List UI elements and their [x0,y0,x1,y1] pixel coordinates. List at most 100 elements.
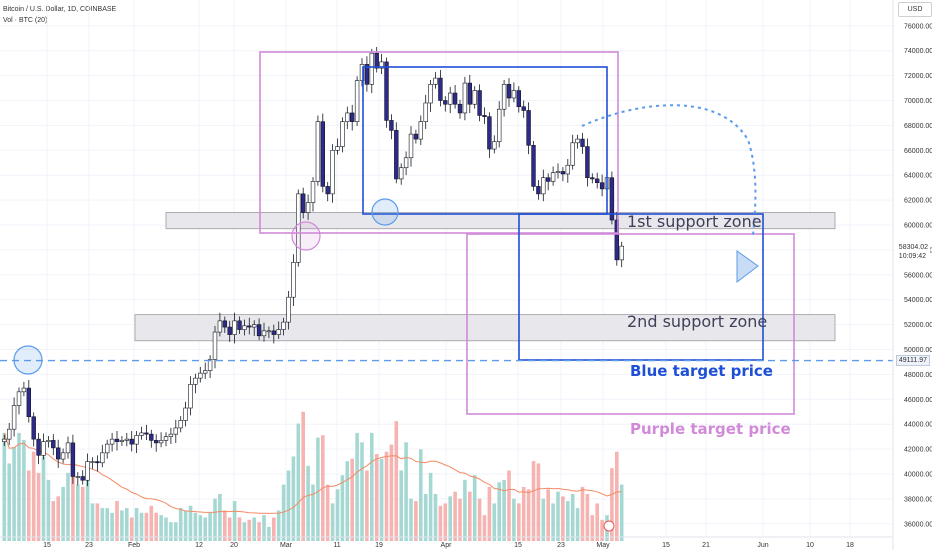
candle [149,429,154,448]
candle-body [349,112,355,122]
candle-body [374,52,379,69]
candle [300,187,306,219]
candle [305,194,311,220]
candle-body [394,130,399,180]
candle [330,144,335,203]
y-tick-label: 72000.00 [904,73,932,80]
volume-bar [521,486,526,541]
volume-bar [316,437,320,541]
candle [173,419,178,443]
candle [261,322,267,342]
candle-body [60,452,66,460]
candle [443,96,448,112]
volume-bar [208,512,212,541]
volume-bar [360,442,364,541]
x-tick-label: 21 [702,542,710,549]
candle-body [168,433,174,437]
last-price-tag: 58304.02 10:09:42 [896,242,930,262]
candle [183,401,188,427]
candle [16,387,22,415]
volume-bar [541,498,546,541]
candle [70,434,76,484]
x-tick-label: 23 [85,542,93,549]
candle [541,169,546,202]
candle-body [452,92,458,105]
candle [291,254,296,307]
y-tick-label: 76000.00 [904,23,932,30]
candle [398,163,404,185]
candle [212,325,218,369]
candle-body [585,146,590,178]
candle [119,436,125,446]
candle-body [511,90,517,99]
candle [526,102,531,155]
volume-bar [27,470,31,541]
volume-bar [272,517,276,541]
candle [438,69,443,107]
target-line-price-tag: 49111.97 [895,355,930,366]
candle [134,431,139,453]
y-tick-label: 38000.00 [904,496,932,503]
candle-body [506,84,512,99]
candle [11,397,17,437]
candle-body [212,331,218,360]
currency-label[interactable]: USD [898,2,932,17]
candle-body [105,443,110,454]
candle [521,100,526,118]
candle [457,99,463,119]
volume-bar [350,458,354,541]
volume-bar [276,510,281,541]
candle-body [619,245,624,261]
volume-bar [213,498,217,541]
candle [379,53,384,74]
candle-body [536,186,541,195]
candle [296,189,301,267]
volume-bar [580,486,585,541]
candle [433,71,438,89]
volume-bar [174,522,178,541]
x-tick-label: 23 [557,542,565,549]
volume-bar [585,494,590,541]
volume-bar [7,463,11,541]
volume-bar [286,470,291,541]
candle [364,56,370,92]
candle [139,426,144,440]
second-support-zone-label: 2nd support zone [627,312,768,331]
x-tick-label: 20 [230,542,238,549]
candle [354,76,360,127]
candle-body [384,61,389,121]
candle-body [6,428,12,440]
volume-bar [477,498,482,541]
volume-bar [531,461,536,541]
x-tick-label: 12 [195,542,203,549]
candle [286,290,291,330]
blue-range-rectangle [362,66,608,215]
candle [447,86,453,114]
candle-body [188,384,193,409]
candle-body [296,193,301,263]
candle [408,126,414,167]
volume-bar [575,508,580,541]
candle [394,122,399,184]
candle [129,431,134,452]
volume-bar [365,470,369,541]
candle [325,182,330,202]
volume-bar [227,517,232,541]
volume-bar [448,496,452,541]
candle [276,321,281,339]
candle-body [114,438,120,442]
pivot-markers [13,104,759,532]
candle-body [320,121,325,187]
volume-bar [46,479,51,541]
volume-bar [306,465,310,541]
candle [6,422,12,445]
volume-bar [31,451,36,541]
y-tick-label: 62000.00 [904,198,932,205]
candle [560,167,566,182]
volume-bar [409,498,413,541]
candle-body [207,359,213,371]
candle [320,113,325,193]
volume-bar [22,439,26,541]
candle [550,166,556,186]
